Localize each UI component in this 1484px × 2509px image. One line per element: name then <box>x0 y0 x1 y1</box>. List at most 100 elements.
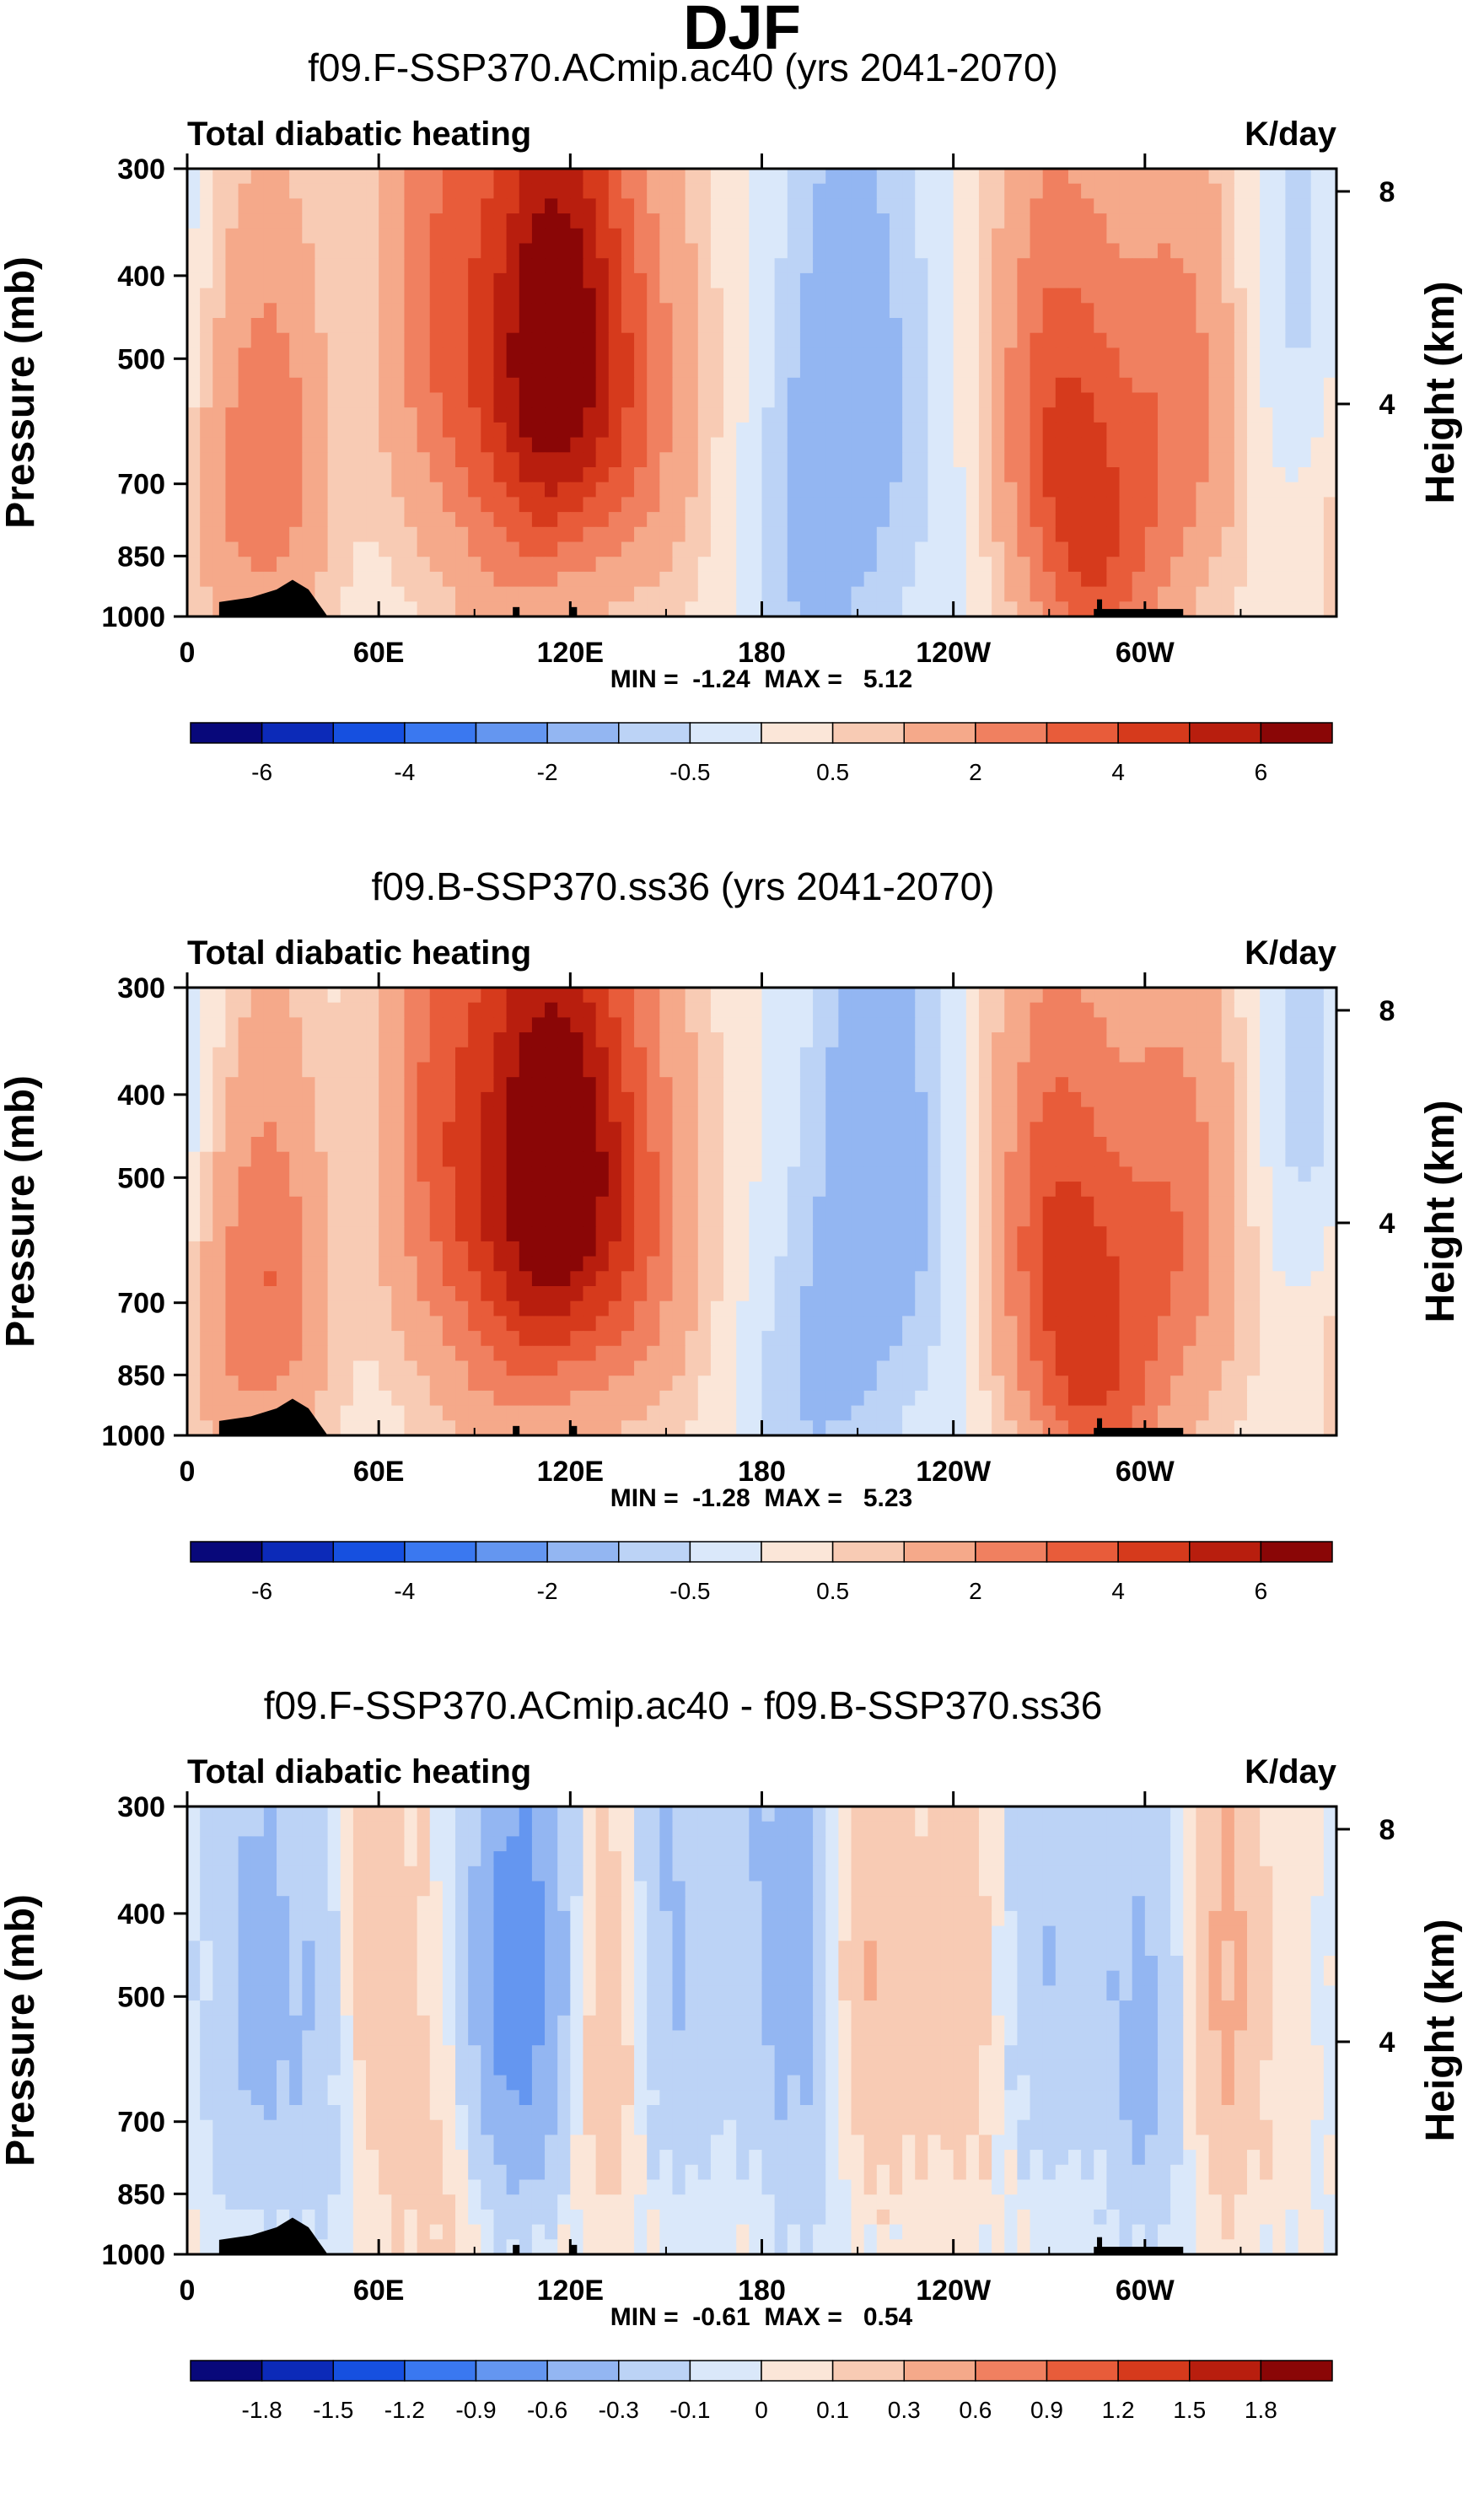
field-cell <box>277 1286 290 1302</box>
field-cell <box>965 198 980 214</box>
field-cell <box>277 392 290 408</box>
field-cell <box>825 1271 839 1287</box>
field-cell <box>634 1226 648 1242</box>
field-cell <box>417 601 431 617</box>
field-cell <box>1067 407 1082 423</box>
field-cell <box>1246 1256 1261 1272</box>
field-cell <box>1132 1241 1146 1257</box>
field-cell <box>647 988 660 1004</box>
field-cell <box>263 1017 277 1033</box>
field-cell <box>583 213 597 229</box>
field-cell <box>1196 452 1210 468</box>
field-cell <box>1260 601 1273 617</box>
field-cell <box>442 407 456 423</box>
field-cell <box>761 601 776 617</box>
field-cell <box>825 303 839 319</box>
field-cell <box>327 586 341 602</box>
field-cell <box>634 258 648 274</box>
field-cell <box>1081 1226 1094 1242</box>
field-cell <box>940 1211 954 1227</box>
field-cell <box>583 1316 597 1332</box>
field-cell <box>915 571 928 588</box>
field-cell <box>583 988 597 1004</box>
field-cell <box>915 258 928 274</box>
field-cell <box>1081 377 1094 394</box>
field-cell <box>1067 392 1082 408</box>
field-cell <box>1183 407 1197 423</box>
field-cell <box>992 363 1005 379</box>
field-cell <box>876 601 890 617</box>
field-cell <box>685 1241 699 1257</box>
field-cell <box>723 243 737 259</box>
field-cell <box>455 169 469 185</box>
field-cell <box>1067 288 1082 304</box>
field-cell <box>992 512 1005 528</box>
field-cell <box>1055 571 1069 588</box>
field-cell <box>315 198 329 214</box>
field-cell <box>723 422 737 439</box>
field-cell <box>1004 1062 1018 1078</box>
field-cell <box>1246 198 1261 214</box>
field-cell <box>379 332 392 348</box>
field-cell <box>825 1032 839 1048</box>
field-cell <box>1119 198 1133 214</box>
field-cell <box>595 1331 610 1347</box>
field-cell <box>838 557 852 573</box>
field-cell <box>928 437 942 453</box>
field-cell <box>1246 1137 1261 1153</box>
field-cell <box>1183 541 1197 557</box>
field-cell <box>352 437 367 453</box>
field-cell <box>685 988 699 1004</box>
field-cell <box>557 228 571 245</box>
field-cell <box>302 1271 316 1287</box>
field-cell <box>736 1196 750 1213</box>
field-cell <box>965 347 980 363</box>
field-cell <box>736 1091 750 1108</box>
field-cell <box>212 482 227 498</box>
field-cell <box>417 1137 431 1153</box>
variable-label: Total diabatic heating <box>187 934 531 972</box>
field-cell <box>212 407 227 423</box>
field-cell <box>352 169 367 185</box>
field-cell <box>340 1182 354 1198</box>
field-cell <box>340 332 354 348</box>
field-cell <box>1246 601 1261 617</box>
field-cell <box>1246 1226 1261 1242</box>
field-cell <box>429 332 444 348</box>
field-cell <box>672 1286 686 1302</box>
field-cell <box>455 332 469 348</box>
field-cell <box>212 541 227 557</box>
field-cell <box>200 1166 213 1182</box>
field-cell <box>838 1166 852 1182</box>
field-cell <box>889 1062 903 1078</box>
field-cell <box>697 303 712 319</box>
field-cell <box>1081 1151 1094 1167</box>
field-cell <box>277 1151 290 1167</box>
field-cell <box>391 407 406 423</box>
field-cell <box>442 497 456 513</box>
field-cell <box>915 526 928 543</box>
field-cell <box>659 1166 674 1182</box>
field-cell <box>1055 213 1069 229</box>
field-cell <box>1323 1182 1337 1198</box>
field-cell <box>187 571 201 588</box>
field-cell <box>1067 1062 1082 1078</box>
field-cell <box>442 169 456 185</box>
field-cell <box>352 1166 367 1182</box>
field-cell <box>506 452 520 468</box>
field-cell <box>978 272 992 289</box>
field-cell <box>557 198 571 214</box>
field-cell <box>647 482 660 498</box>
field-cell <box>813 1032 826 1048</box>
field-cell <box>1042 258 1057 274</box>
field-cell <box>902 183 916 199</box>
field-cell <box>647 601 660 617</box>
field-cell <box>928 347 942 363</box>
field-cell <box>1144 332 1159 348</box>
field-cell <box>1285 363 1299 379</box>
field-cell <box>647 1316 660 1332</box>
field-cell <box>289 228 303 245</box>
field-cell <box>212 1345 227 1362</box>
x-tick-label: 120E <box>537 637 604 669</box>
field-cell <box>519 1017 533 1033</box>
